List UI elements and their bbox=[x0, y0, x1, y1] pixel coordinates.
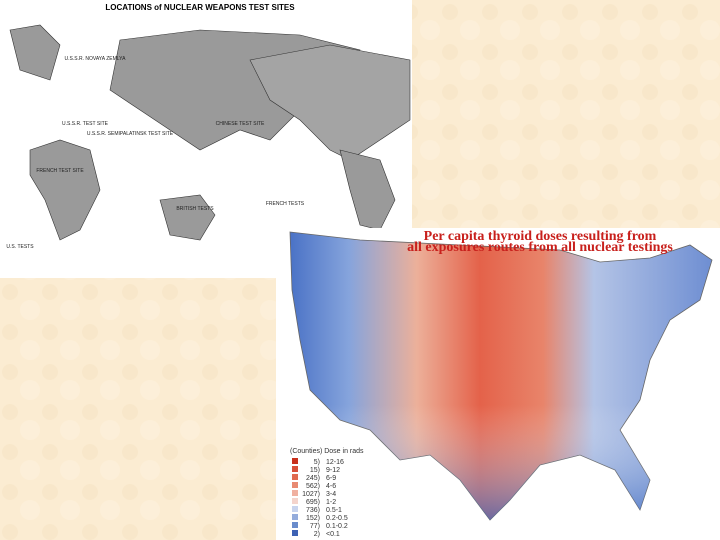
legend-range: 6-9 bbox=[326, 475, 336, 482]
legend-swatch bbox=[292, 458, 298, 464]
legend-count: 245) bbox=[306, 475, 320, 482]
site-label: BRITISH TESTS bbox=[176, 206, 214, 212]
legend-header: (Counties) Dose in rads bbox=[290, 448, 364, 455]
legend-swatch bbox=[292, 514, 298, 520]
legend-range: 4-6 bbox=[326, 483, 336, 490]
legend-swatch bbox=[292, 466, 298, 472]
site-label: U.S.S.R. SEMIPALATINSK TEST SITE bbox=[87, 131, 174, 137]
legend-swatch bbox=[292, 506, 298, 512]
legend-range: 12-16 bbox=[326, 459, 344, 466]
legend-count: 562) bbox=[306, 483, 320, 490]
world-map-labels: U.S.S.R. NOVAYA ZEMLYA U.S.S.R. TEST SITE… bbox=[6, 56, 304, 250]
legend-range: 1-2 bbox=[326, 499, 336, 506]
site-label: U.S.S.R. NOVAYA ZEMLYA bbox=[65, 56, 127, 62]
site-label: FRENCH TEST SITE bbox=[36, 168, 84, 174]
legend-count: 15) bbox=[310, 467, 320, 474]
world-map-title: LOCATIONS of NUCLEAR WEAPONS TEST SITES bbox=[105, 3, 295, 12]
legend-swatch bbox=[292, 474, 298, 480]
legend-range: <0.1 bbox=[326, 531, 340, 538]
world-map-image: LOCATIONS of NUCLEAR WEAPONS TEST SITES bbox=[0, 0, 412, 278]
legend-count: 695) bbox=[306, 499, 320, 506]
us-map-image: Per capita thyroid doses resulting from … bbox=[276, 228, 720, 540]
site-label: U.S.S.R. TEST SITE bbox=[62, 121, 109, 127]
legend-count: 5) bbox=[314, 459, 320, 466]
legend-count: 152) bbox=[306, 515, 320, 522]
legend-swatch bbox=[292, 490, 298, 496]
us-map-title: Per capita thyroid doses resulting from bbox=[424, 229, 657, 244]
legend-range: 3-4 bbox=[326, 491, 336, 498]
legend-swatch bbox=[292, 522, 298, 528]
legend-range: 0.2-0.5 bbox=[326, 515, 348, 522]
legend-count: 77) bbox=[310, 523, 320, 530]
legend-range: 9-12 bbox=[326, 467, 340, 474]
legend: 5) 12-16 15) 9-12 245) 6-9 562) 4-6 1027) 3-4 695)… bbox=[292, 458, 348, 538]
site-label: CHINESE TEST SITE bbox=[216, 121, 265, 127]
legend-count: 2) bbox=[314, 531, 320, 538]
us-map-title: all exposures routes from all nuclear te… bbox=[407, 240, 673, 255]
legend-count: 1027) bbox=[302, 491, 320, 498]
legend-range: 0.5-1 bbox=[326, 507, 342, 514]
legend-swatch bbox=[292, 530, 298, 536]
legend-range: 0.1-0.2 bbox=[326, 523, 348, 530]
legend-count: 736) bbox=[306, 507, 320, 514]
site-label: FRENCH TESTS bbox=[266, 201, 305, 207]
legend-swatch bbox=[292, 498, 298, 504]
site-label: U.S. TESTS bbox=[6, 244, 34, 250]
legend-swatch bbox=[292, 482, 298, 488]
